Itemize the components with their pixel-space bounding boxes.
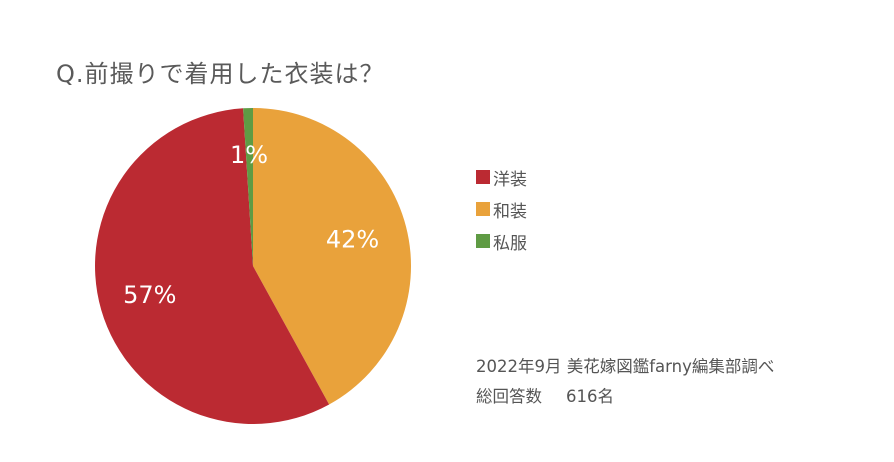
pie-label-japanese: 42% xyxy=(326,226,379,254)
legend-label: 和装 xyxy=(493,201,527,222)
legend-swatch xyxy=(476,234,490,248)
chart-title: Q.前撮りで着用した衣装は？ xyxy=(56,60,385,88)
pie-label-casual: 1% xyxy=(230,141,268,169)
footnote-source: 2022年9月 美花嫁図鑑farny編集部調べ xyxy=(476,357,775,376)
pie-slice-western xyxy=(95,108,330,424)
footnote-total-label: 総回答数 xyxy=(476,387,542,406)
legend-label: 洋装 xyxy=(493,169,527,190)
legend: 洋装 和装 私服 xyxy=(476,161,527,257)
legend-swatch xyxy=(476,170,490,184)
pie-slice-casual xyxy=(243,107,253,266)
footnote: 2022年9月 美花嫁図鑑farny編集部調べ 総回答数 616名 xyxy=(476,352,774,412)
pie-slice-japanese xyxy=(253,108,412,405)
legend-item-western: 洋装 xyxy=(476,161,527,193)
legend-swatch xyxy=(476,202,490,216)
legend-item-casual: 私服 xyxy=(476,225,527,257)
footnote-total-value: 616名 xyxy=(566,387,614,406)
legend-item-japanese: 和装 xyxy=(476,193,527,225)
legend-label: 私服 xyxy=(493,233,527,254)
pie-label-western: 57% xyxy=(123,281,176,309)
footnote-total: 総回答数 616名 xyxy=(476,382,774,412)
